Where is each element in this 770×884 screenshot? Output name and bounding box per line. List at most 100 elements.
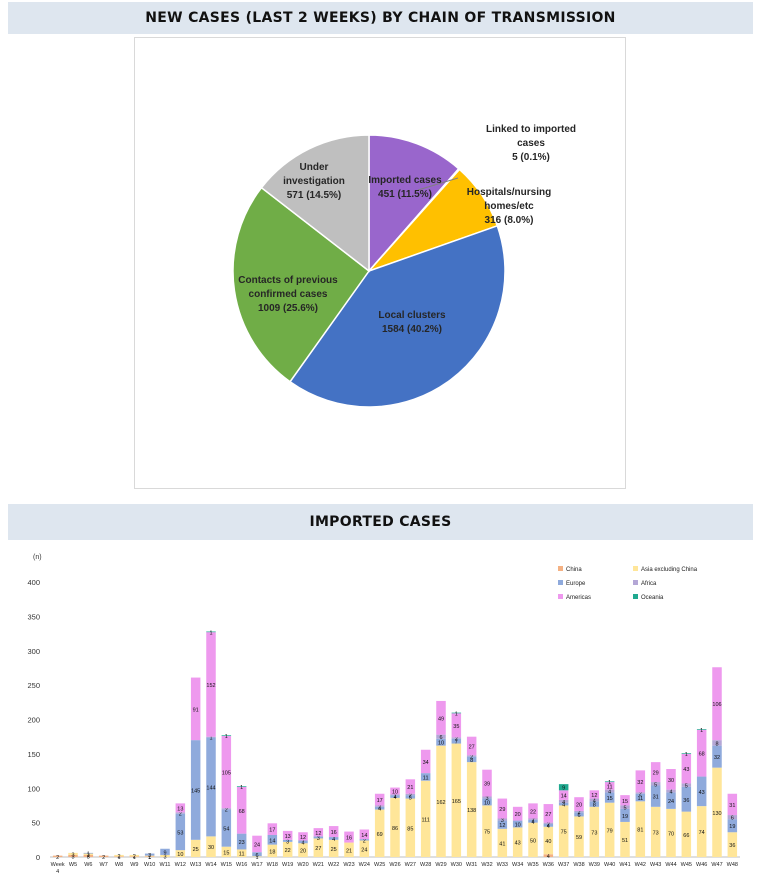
data-label: 14 bbox=[269, 838, 275, 844]
data-label: 43 bbox=[515, 841, 521, 847]
x-tick-label: W19 bbox=[282, 862, 293, 868]
pie-chart-frame bbox=[134, 37, 626, 489]
bar-segment-oceania bbox=[696, 729, 707, 730]
data-label: 11 bbox=[423, 775, 429, 781]
data-label: 3 bbox=[71, 854, 74, 860]
data-label: 1 bbox=[255, 855, 258, 861]
bar-segment-africa bbox=[221, 808, 232, 810]
pie-slice-local-clusters bbox=[289, 224, 506, 408]
data-label: 1 bbox=[87, 852, 90, 858]
bar-segment-africa bbox=[374, 805, 385, 807]
bar-segment-europe bbox=[482, 798, 492, 806]
data-label: 2 bbox=[102, 855, 105, 861]
bar-segment-americas bbox=[589, 790, 600, 799]
data-label: 41 bbox=[499, 841, 505, 847]
bar-segment-asia-excluding-china bbox=[512, 827, 523, 857]
label-imported-name: Imported cases bbox=[368, 175, 442, 186]
data-label: 152 bbox=[206, 683, 215, 689]
data-label: 3 bbox=[485, 796, 488, 802]
data-label: 70 bbox=[668, 831, 674, 837]
bar-segment-americas bbox=[712, 667, 722, 741]
x-tick-label: W36 bbox=[543, 862, 554, 868]
data-label: 4 bbox=[547, 824, 550, 830]
bar-segment-asia-excluding-china bbox=[390, 797, 400, 858]
data-label: 5 bbox=[409, 795, 412, 801]
bar-segment-europe bbox=[451, 738, 462, 744]
data-label: 68 bbox=[699, 752, 705, 758]
data-label: 3 bbox=[87, 854, 90, 860]
bar-segment-americas bbox=[206, 632, 216, 737]
data-label: 3 bbox=[501, 818, 504, 824]
bar-segment-americas bbox=[436, 700, 446, 735]
data-label: 4 bbox=[531, 820, 534, 826]
bar-segment-europe bbox=[650, 785, 661, 807]
data-label: 165 bbox=[452, 799, 461, 805]
label-local-value: 1584 (40.2%) bbox=[382, 324, 442, 335]
y-axis-ticks: 0 50 100 150 200 250 300 350 400 bbox=[27, 578, 40, 862]
bar-segment-americas bbox=[175, 803, 186, 813]
data-label: 4 bbox=[593, 798, 596, 804]
data-label: 3 bbox=[71, 852, 74, 858]
bar-segment-europe bbox=[282, 839, 293, 842]
x-tick-label: Week 4 bbox=[51, 862, 65, 875]
data-label: 1 bbox=[455, 711, 458, 717]
label-hospitals-name-2: homes/etc bbox=[484, 201, 534, 212]
data-label: 4 bbox=[301, 840, 304, 846]
x-tick-label: W34 bbox=[512, 862, 523, 868]
label-contacts-name-2: confirmed cases bbox=[249, 289, 328, 300]
data-label: 2 bbox=[179, 812, 182, 818]
bar-segment-asia-excluding-china bbox=[589, 806, 600, 857]
bar-segment-americas bbox=[252, 835, 262, 853]
bar-segment-americas bbox=[666, 769, 676, 790]
x-tick-label: W30 bbox=[451, 862, 462, 868]
bar-segment-asia-excluding-china bbox=[497, 828, 508, 857]
bar-segment-asia-excluding-china bbox=[420, 780, 431, 857]
x-tick-label: W5 bbox=[69, 862, 77, 868]
bar-segment-americas bbox=[482, 769, 492, 797]
data-label: 53 bbox=[177, 830, 183, 836]
data-label: 6 bbox=[255, 853, 258, 859]
bar-segment-oceania bbox=[206, 631, 216, 633]
label-under-name-1: Under bbox=[300, 162, 329, 173]
bar-segment-asia-excluding-china bbox=[83, 853, 94, 855]
data-label: 12 bbox=[499, 823, 505, 829]
data-label: 145 bbox=[191, 788, 200, 794]
bar-segment-americas bbox=[328, 826, 339, 838]
bar-segment-europe bbox=[574, 812, 584, 817]
bar-segment-europe bbox=[221, 809, 232, 847]
data-label: 16 bbox=[346, 836, 352, 842]
data-label: 4 bbox=[562, 803, 565, 809]
y-tick-label: 300 bbox=[27, 647, 40, 656]
data-label: 4 bbox=[332, 837, 335, 843]
bar-segment-asia-excluding-china bbox=[328, 839, 339, 857]
data-label: 86 bbox=[392, 826, 398, 832]
data-label: 1 bbox=[148, 855, 151, 861]
data-label: 5 bbox=[654, 782, 657, 788]
x-tick-label: W46 bbox=[696, 862, 707, 868]
data-label: 4 bbox=[378, 807, 381, 813]
data-label: 35 bbox=[453, 724, 459, 730]
data-label: 24 bbox=[361, 847, 367, 853]
bar-segment-africa bbox=[727, 815, 738, 820]
legend-label: Europe bbox=[566, 581, 586, 587]
data-label: 19 bbox=[729, 824, 735, 830]
bar-segment-europe bbox=[497, 820, 508, 829]
bar-segment-asia-excluding-china bbox=[528, 822, 538, 858]
bar-segment-europe bbox=[512, 820, 523, 828]
x-tick-label: W9 bbox=[130, 862, 138, 868]
data-label: 10 bbox=[484, 801, 490, 807]
data-label: 144 bbox=[206, 785, 215, 791]
bar-segment-africa bbox=[206, 736, 216, 738]
bar-segment-europe bbox=[620, 808, 630, 822]
bar-segment-asia-excluding-china bbox=[359, 840, 370, 857]
pie-chart-title: NEW CASES (LAST 2 WEEKS) BY CHAIN OF TRA… bbox=[145, 10, 616, 26]
data-label: 75 bbox=[484, 830, 490, 836]
x-tick-label: W35 bbox=[527, 862, 538, 868]
x-tick-label: W32 bbox=[481, 862, 492, 868]
bar-segment-oceania bbox=[558, 784, 569, 791]
x-tick-label: W22 bbox=[328, 862, 339, 868]
legend-label: Americas bbox=[566, 595, 591, 601]
x-tick-label: W29 bbox=[435, 862, 446, 868]
